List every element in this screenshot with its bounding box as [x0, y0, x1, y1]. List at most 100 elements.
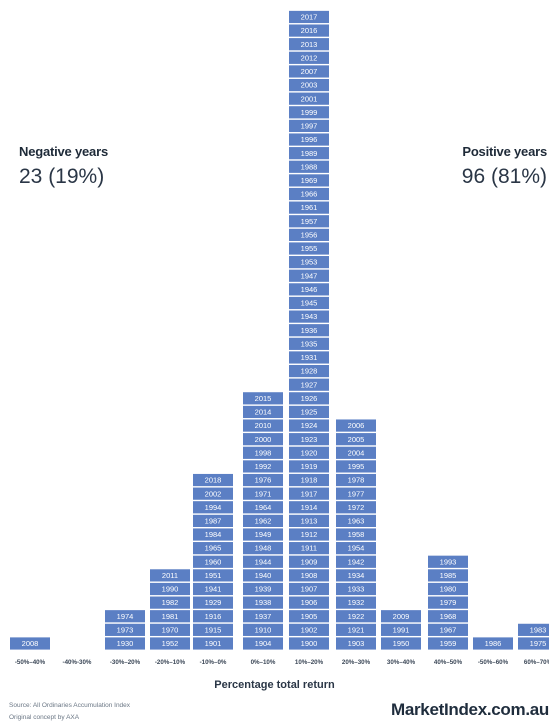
year-box-rect	[289, 269, 329, 282]
year-box-rect	[289, 51, 329, 64]
year-box-label: 1946	[301, 285, 318, 294]
year-box-label: 1989	[301, 149, 318, 158]
year-box: 1975	[518, 637, 549, 650]
year-box: 1940	[243, 569, 283, 582]
year-box-label: 1990	[162, 585, 179, 594]
year-box: 1986	[473, 637, 513, 650]
year-box-label: 1928	[301, 367, 318, 376]
year-box-label: 1908	[301, 571, 318, 580]
year-box-rect	[193, 514, 233, 527]
year-box: 1913	[289, 514, 329, 527]
year-box: 1909	[289, 555, 329, 568]
positive-years-annotation: Positive years 96 (81%)	[462, 144, 547, 189]
year-box: 1993	[428, 555, 468, 568]
year-box: 2010	[243, 419, 283, 432]
year-box-rect	[289, 201, 329, 214]
year-box-label: 1957	[301, 217, 318, 226]
year-box-label: 1923	[301, 435, 318, 444]
x-tick-label: 20%–30%	[342, 659, 371, 666]
year-box-rect	[289, 296, 329, 310]
year-box-rect	[289, 119, 329, 133]
year-box-rect	[289, 283, 329, 296]
year-box: 2011	[150, 569, 190, 582]
year-box-label: 1937	[255, 612, 272, 621]
year-box-rect	[193, 555, 233, 568]
year-box-rect	[289, 596, 329, 609]
year-box: 1931	[289, 351, 329, 364]
year-box: 1920	[289, 446, 329, 459]
year-box-label: 2015	[255, 394, 272, 403]
year-box-rect	[105, 623, 145, 636]
year-box-rect	[381, 637, 421, 650]
year-box-rect	[336, 637, 376, 650]
year-box: 1901	[193, 637, 233, 650]
year-box-label: 1995	[348, 462, 365, 471]
year-box-rect	[150, 569, 190, 582]
year-box-rect	[150, 582, 190, 596]
year-box-label: 1912	[301, 530, 318, 539]
year-box: 1929	[193, 596, 233, 609]
year-box-label: 1982	[162, 598, 179, 607]
year-box-label: 1954	[348, 544, 365, 553]
year-box-label: 1958	[348, 530, 365, 539]
year-box-rect	[105, 610, 145, 623]
year-box: 1950	[381, 637, 421, 650]
year-box-rect	[193, 582, 233, 596]
year-box: 1925	[289, 405, 329, 419]
year-box-rect	[289, 555, 329, 568]
year-box-label: 1925	[301, 408, 318, 417]
year-box: 2007	[289, 65, 329, 78]
year-box-rect	[105, 637, 145, 650]
year-box-rect	[428, 637, 468, 650]
year-box: 1995	[336, 460, 376, 473]
year-box-rect	[243, 460, 283, 473]
year-box: 1964	[243, 501, 283, 514]
year-box-label: 2002	[205, 489, 222, 498]
negative-years-label: Negative years	[19, 144, 108, 159]
year-box-rect	[289, 582, 329, 596]
year-box-label: 2001	[301, 94, 318, 103]
year-box: 1989	[289, 147, 329, 160]
year-box-label: 1970	[162, 625, 179, 634]
year-box: 1985	[428, 569, 468, 582]
year-box-label: 1984	[205, 530, 222, 539]
year-box: 2000	[243, 433, 283, 446]
year-box: 1906	[289, 596, 329, 609]
year-box-rect	[289, 324, 329, 337]
year-box: 2005	[336, 433, 376, 446]
year-box-label: 1901	[205, 639, 222, 648]
year-box-label: 1924	[301, 421, 318, 430]
year-box: 1996	[289, 133, 329, 146]
year-box: 1935	[289, 337, 329, 350]
year-box-label: 1965	[205, 544, 222, 553]
year-box-rect	[289, 514, 329, 527]
year-box-label: 1964	[255, 503, 272, 512]
year-box-label: 1998	[255, 448, 272, 457]
year-box-rect	[243, 392, 283, 405]
year-box-label: 1920	[301, 448, 318, 457]
year-box-label: 1939	[255, 585, 272, 594]
year-box-label: 1942	[348, 557, 365, 566]
year-box: 1910	[243, 623, 283, 636]
x-tick-label: 10%–20%	[295, 659, 324, 666]
year-box-rect	[428, 610, 468, 623]
year-box-label: 1978	[348, 476, 365, 485]
year-box: 1983	[518, 623, 549, 636]
year-box: 1904	[243, 637, 283, 650]
year-box-label: 1903	[348, 639, 365, 648]
year-box: 1905	[289, 610, 329, 623]
year-box: 1976	[243, 473, 283, 487]
year-box: 1998	[243, 446, 283, 459]
year-box-label: 1961	[301, 203, 318, 212]
year-box-rect	[289, 528, 329, 541]
year-box-rect	[518, 623, 549, 636]
year-box-label: 1911	[301, 544, 317, 553]
year-box-rect	[428, 596, 468, 609]
year-box: 1951	[193, 569, 233, 582]
year-box-label: 1930	[117, 639, 134, 648]
year-box: 1942	[336, 555, 376, 568]
year-box-label: 1913	[301, 517, 318, 526]
year-box: 1941	[193, 582, 233, 596]
x-tick-label: -10%–0%	[200, 659, 227, 666]
